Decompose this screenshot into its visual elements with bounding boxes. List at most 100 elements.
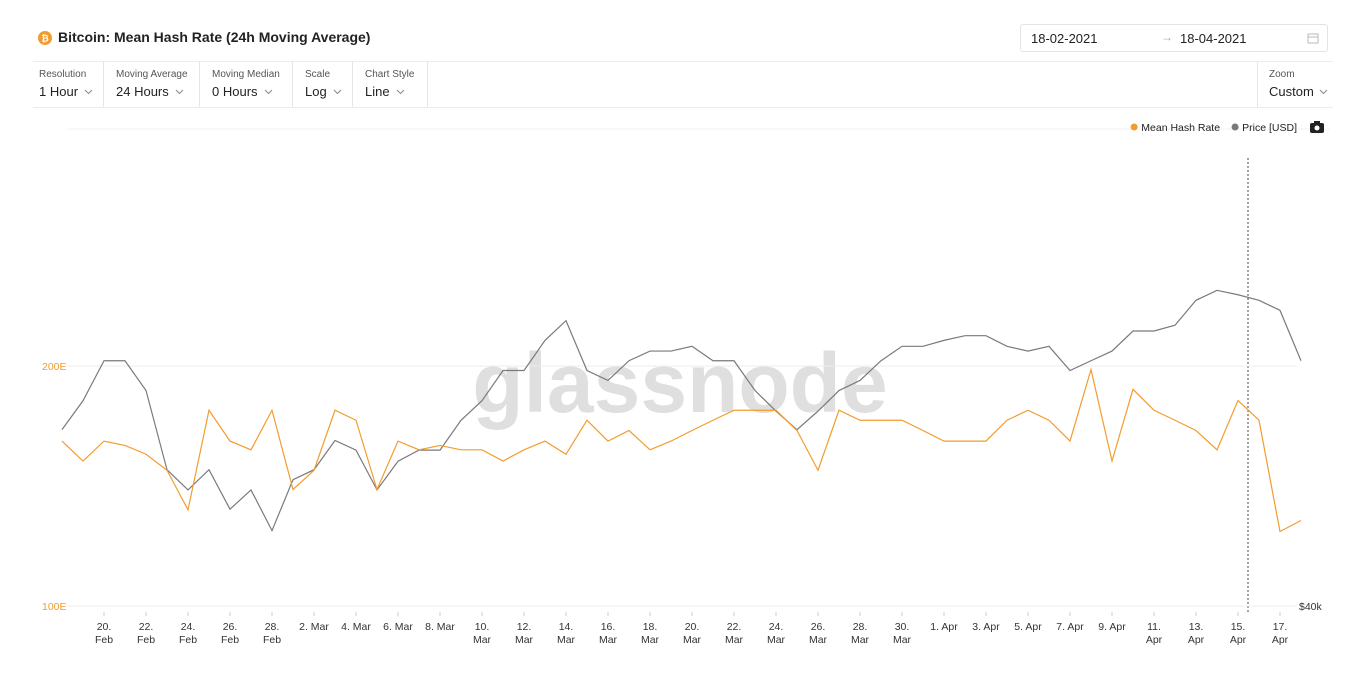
x-tick-label-line: Mar (515, 634, 534, 646)
separator (1257, 62, 1258, 107)
control-value: Log (305, 84, 327, 99)
chevron (84, 89, 93, 95)
x-tick-label-line: Apr (1230, 634, 1247, 646)
x-tick-label-line: 22. (727, 621, 742, 633)
legend-marker (1231, 123, 1239, 131)
legend-label: Mean Hash Rate (1141, 122, 1220, 134)
x-tick-label: 22. Mar (725, 621, 744, 646)
date-range[interactable]: 18-02-2021 → 18-04-2021 (1020, 24, 1328, 52)
separator (103, 62, 104, 107)
x-tick-label: 10. Mar (473, 621, 492, 646)
series-line (61, 289, 1302, 533)
x-tick-label: 4. Mar (341, 621, 371, 633)
x-tick-label-line: Mar (599, 634, 618, 646)
x-tick-label-line: 18. (643, 621, 658, 633)
x-tick-label: 9. Apr (1098, 621, 1126, 633)
x-tick-label-line: Mar (809, 634, 828, 646)
chevron (264, 89, 272, 95)
control-value: 24 Hours (116, 84, 169, 99)
y-tick-label: 200E (42, 361, 67, 373)
control-value: 1 Hour (39, 84, 79, 99)
x-tick-label-line: Feb (95, 634, 113, 646)
x-tick-label: 24. Feb (179, 621, 197, 646)
toolbar-border (33, 107, 1333, 108)
x-tick-label: 3. Apr (972, 621, 1000, 633)
page-title: Bitcoin: Mean Hash Rate (24h Moving Aver… (58, 29, 371, 45)
x-tick-label-line: Apr (1146, 634, 1163, 646)
x-tick-label-line: Mar (725, 634, 744, 646)
arrow: → (1161, 30, 1173, 44)
x-tick-label-line: Feb (137, 634, 155, 646)
x-tick-label: 18. Mar (641, 621, 660, 646)
x-tick-label: 7. Apr (1056, 621, 1084, 633)
x-tick-label-line: Mar (641, 634, 660, 646)
control-value: Line (365, 84, 390, 99)
x-tick-label-line: 13. (1189, 621, 1204, 633)
x-tick-label-line: 16. (601, 621, 616, 633)
x-tick-label: 1. Apr (930, 621, 958, 633)
x-tick-label: 13. Apr (1188, 621, 1205, 646)
x-tick-label: 11. Apr (1146, 621, 1163, 646)
series-line (61, 367, 1302, 533)
control-label: Scale (305, 69, 331, 80)
y-tick-label: 100E (42, 601, 67, 613)
x-tick-label-line: 26. (223, 621, 238, 633)
camera-icon[interactable] (1310, 121, 1324, 133)
x-tick-label: 28. Feb (263, 621, 281, 646)
date-to: 18-04-2021 (1180, 31, 1247, 46)
x-tick-label-line: 20. (97, 621, 112, 633)
x-tick-label-line: 17. (1273, 621, 1288, 633)
x-tick-label-line: 14. (559, 621, 574, 633)
x-tick-label: 26. Feb (221, 621, 239, 646)
control-value: 0 Hours (212, 84, 258, 99)
calendar-icon (1307, 33, 1319, 44)
control-label: Moving Average (116, 69, 188, 80)
control-label: Resolution (39, 69, 87, 80)
x-tick-label-line: 30. (895, 621, 910, 633)
date-from: 18-02-2021 (1031, 31, 1098, 46)
toolbar-border (33, 61, 1333, 62)
bitcoin-icon: ₿ (38, 31, 52, 45)
x-tick-label-line: Feb (263, 634, 281, 646)
x-tick-label: 22. Feb (137, 621, 155, 646)
x-tick-label: 6. Mar (383, 621, 413, 633)
x-tick-label-line: 26. (811, 621, 826, 633)
x-tick-label: 20. Mar (683, 621, 702, 646)
x-tick-label-line: 10. (475, 621, 490, 633)
x-tick-label: 20. Feb (95, 621, 113, 646)
legend-label: Price [USD] (1242, 122, 1297, 134)
x-tick-label-line: Mar (851, 634, 870, 646)
x-tick-label-line: Apr (1188, 634, 1205, 646)
control-label: Moving Median (212, 69, 280, 80)
x-tick-label: 16. Mar (599, 621, 618, 646)
x-tick-label-line: 24. (769, 621, 784, 633)
control-label: Chart Style (365, 69, 415, 80)
x-tick-label-line: Mar (683, 634, 702, 646)
legend-marker (1130, 123, 1138, 131)
x-tick-label-line: 11. (1147, 621, 1161, 633)
x-tick-label: 30. Mar (893, 621, 912, 646)
separator (199, 62, 200, 107)
x-tick-label: 12. Mar (515, 621, 534, 646)
x-tick-label: 28. Mar (851, 621, 870, 646)
x-tick-label: 14. Mar (557, 621, 576, 646)
separator (292, 62, 293, 107)
chevron (333, 89, 342, 95)
x-tick-label: 17. Apr (1272, 621, 1289, 646)
x-tick-label: 2. Mar (299, 621, 329, 633)
x-tick-label: 5. Apr (1014, 621, 1042, 633)
control-value: Custom (1269, 84, 1314, 99)
x-tick-label: 24. Mar (767, 621, 786, 646)
chevron (1319, 89, 1328, 95)
chevron (396, 89, 404, 95)
control-label: Zoom (1269, 69, 1295, 80)
x-tick-label-line: 20. (685, 621, 700, 633)
svg-text:₿: ₿ (41, 34, 48, 44)
x-tick-label-line: 15. (1231, 621, 1246, 633)
x-tick-label-line: Feb (221, 634, 239, 646)
x-tick-label: 8. Mar (425, 621, 455, 633)
x-tick-label: 26. Mar (809, 621, 828, 646)
watermark: glassnode (472, 336, 887, 430)
